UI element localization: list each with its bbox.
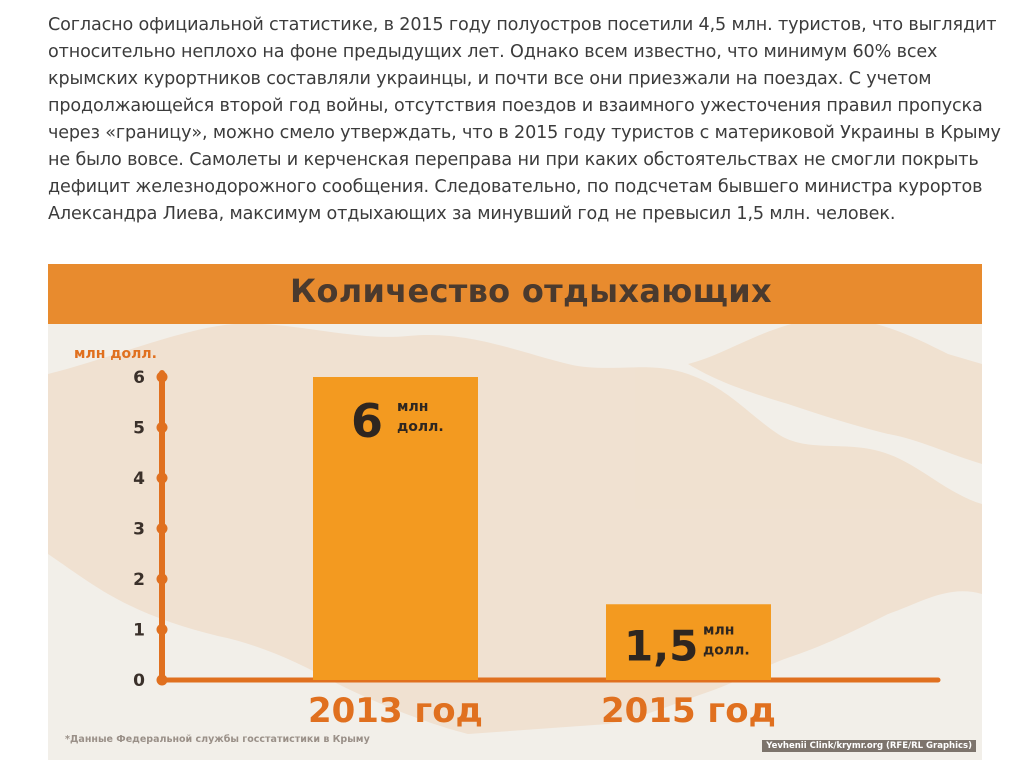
article-text: Согласно официальной статистике, в 2015 … [48,12,1001,228]
value-label-unit: долл. [703,642,750,658]
value-label-unit: млн [397,399,428,415]
footnote: *Данные Федеральной службы госстатистики… [65,734,370,745]
article-line: Александра Лиева, максимум отдыхающих за… [48,204,896,224]
y-tick-label: 0 [133,671,145,691]
value-label-unit: долл. [397,419,444,435]
article-line: относительно неплохо на фоне предыдущих … [48,42,938,62]
value-label-unit: млн [703,622,734,638]
y-tick-dot [156,573,168,585]
bar-chart: млн долл. 0 1 2 3 4 5 6 2013 год 6 млн долл. 2015 г… [48,318,982,734]
article-line: не было вовсе. Самолеты и керченская пер… [48,150,979,170]
y-tick-label: 6 [133,368,145,388]
value-label-number: 6 [351,394,383,448]
y-tick-label: 3 [133,520,145,540]
value-label-number: 1,5 [624,621,698,670]
y-tick-dot [156,523,168,534]
bar-1 [313,377,478,680]
category-label: 2015 год [601,691,776,731]
article-line: дефицит железнодорожного сообщения. След… [48,177,983,197]
image-credit: Yevhenii Clink/krymr.org (RFE/RL Graphic… [762,740,976,752]
article-line: продолжающейся второй год войны, отсутст… [48,96,983,116]
y-tick-label: 1 [133,621,145,641]
y-tick-label: 2 [133,570,145,590]
y-tick-dot [156,472,168,484]
crimea-map-background [48,318,982,734]
category-label: 2013 год [308,691,483,731]
y-axis-label: млн долл. [74,346,157,362]
y-tick-label: 4 [133,469,145,489]
infographic: млн долл. 0 1 2 3 4 5 6 2013 год 6 млн долл. 2015 г… [48,264,982,760]
article-line: Согласно официальной статистике, в 2015 … [48,15,997,35]
y-tick-label: 5 [133,419,145,439]
y-tick-dot [156,422,168,433]
chart-title: Количество отдыхающих [290,272,772,310]
article-line: через «границу», можно смело утверждать,… [48,123,1001,143]
title-banner: Количество отдыхающих [48,264,982,324]
y-tick-dot [156,371,168,383]
bar-2 [606,604,771,680]
y-tick-dot [156,624,168,635]
y-tick-dot [156,674,168,686]
article-line: крымских курортников составляли украинцы… [48,69,932,89]
